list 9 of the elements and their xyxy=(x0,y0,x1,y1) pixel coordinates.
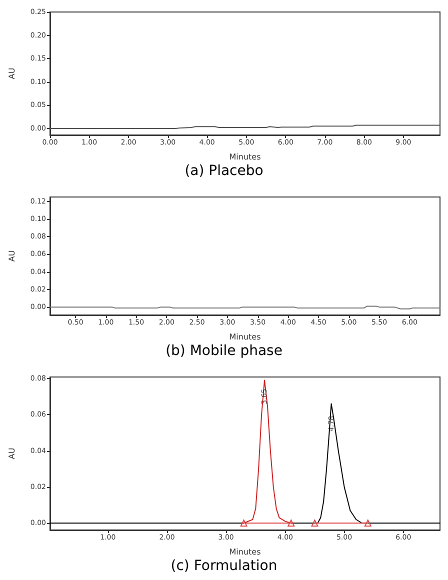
text: (a) Placebo xyxy=(184,163,264,179)
x-axis-title: Minutes xyxy=(229,548,261,556)
text: (b) Mobile phase xyxy=(166,343,282,359)
text: (c) Formulation xyxy=(170,558,278,574)
x-axis-title: Minutes xyxy=(229,152,261,162)
x-axis-title: Minutes xyxy=(229,332,261,342)
y-axis-title: AU xyxy=(8,68,16,80)
y-axis-title: AU xyxy=(8,448,16,460)
y-axis-title: AU xyxy=(8,250,16,262)
